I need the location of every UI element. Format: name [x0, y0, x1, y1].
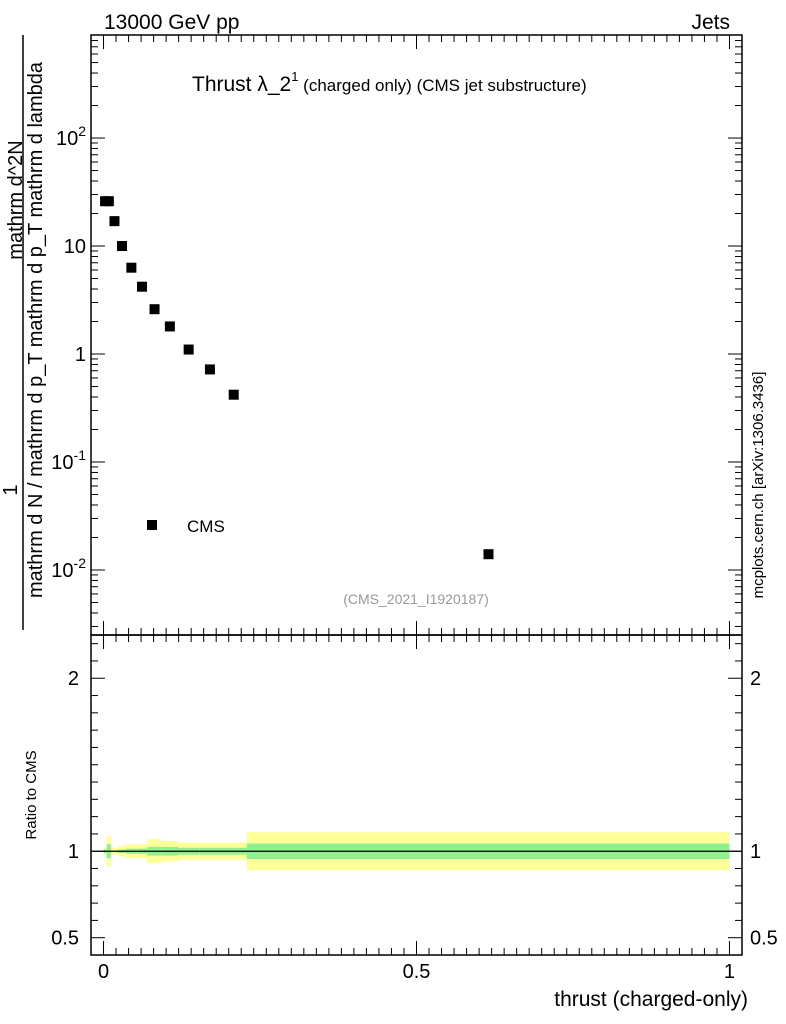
ratio-bands	[91, 832, 742, 871]
ratio-y-tick-label: 2	[68, 668, 79, 690]
y-tick-label: 10-1	[51, 447, 86, 474]
data-points	[100, 196, 494, 560]
data-point	[483, 549, 494, 560]
plot-title: Thrust λ_21 (charged only) (CMS jet subs…	[192, 69, 587, 96]
x-tick-label: 1	[724, 961, 735, 983]
ylabel-numerator: 1	[0, 484, 22, 495]
y-tick-label: 10	[64, 236, 86, 258]
side-reference-label: mcplots.cern.ch [arXiv:1306.3436]	[750, 372, 767, 599]
y-tick-label: 102	[56, 123, 86, 150]
x-tick-label: 0.5	[403, 961, 431, 983]
ylabel-ratio: Ratio to CMS	[23, 750, 40, 839]
data-point	[109, 216, 120, 227]
main-panel-frame	[90, 34, 743, 636]
ratio-y-tick-label-right: 2	[750, 668, 761, 690]
ratio-y-tick-label-right: 1	[750, 841, 761, 863]
ratio-panel-frame	[90, 634, 743, 956]
x-tick-label: 0	[98, 961, 109, 983]
y-tick-label: 10-2	[51, 555, 86, 582]
data-point	[164, 321, 175, 332]
data-point	[137, 281, 148, 292]
title-sup: 1	[291, 69, 298, 84]
title-main: Thrust λ_2	[192, 73, 291, 96]
data-point	[116, 241, 127, 252]
title-rest: (charged only) (CMS jet substructure)	[298, 76, 586, 95]
ratio-y-tick-label-right: 0.5	[750, 928, 778, 950]
axis-ticks: 10-2 10-1 1 10 102 0 0.5 1 0.5 0.5 1 1 2 2	[51, 34, 778, 983]
analysis-watermark: (CMS_2021_I1920187)	[343, 591, 489, 607]
data-point	[204, 364, 215, 375]
legend-label: CMS	[187, 517, 225, 536]
xlabel: thrust (charged-only)	[554, 988, 748, 1011]
data-point	[183, 344, 194, 355]
data-point	[149, 304, 160, 315]
legend-marker	[147, 520, 157, 530]
data-point	[103, 196, 114, 207]
data-point	[228, 389, 239, 400]
data-point	[126, 262, 137, 273]
energy-label: 13000 GeV pp	[104, 11, 239, 34]
y-tick-label: 1	[75, 344, 86, 366]
ratio-y-tick-label: 1	[68, 841, 79, 863]
ylabel-denominator: mathrm d N / mathrm d p_T mathrm d p_T m…	[25, 61, 47, 598]
ylabel-top: mathrm d^2N	[5, 140, 27, 259]
ratio-y-tick-label: 0.5	[51, 928, 79, 950]
process-label: Jets	[691, 11, 730, 34]
